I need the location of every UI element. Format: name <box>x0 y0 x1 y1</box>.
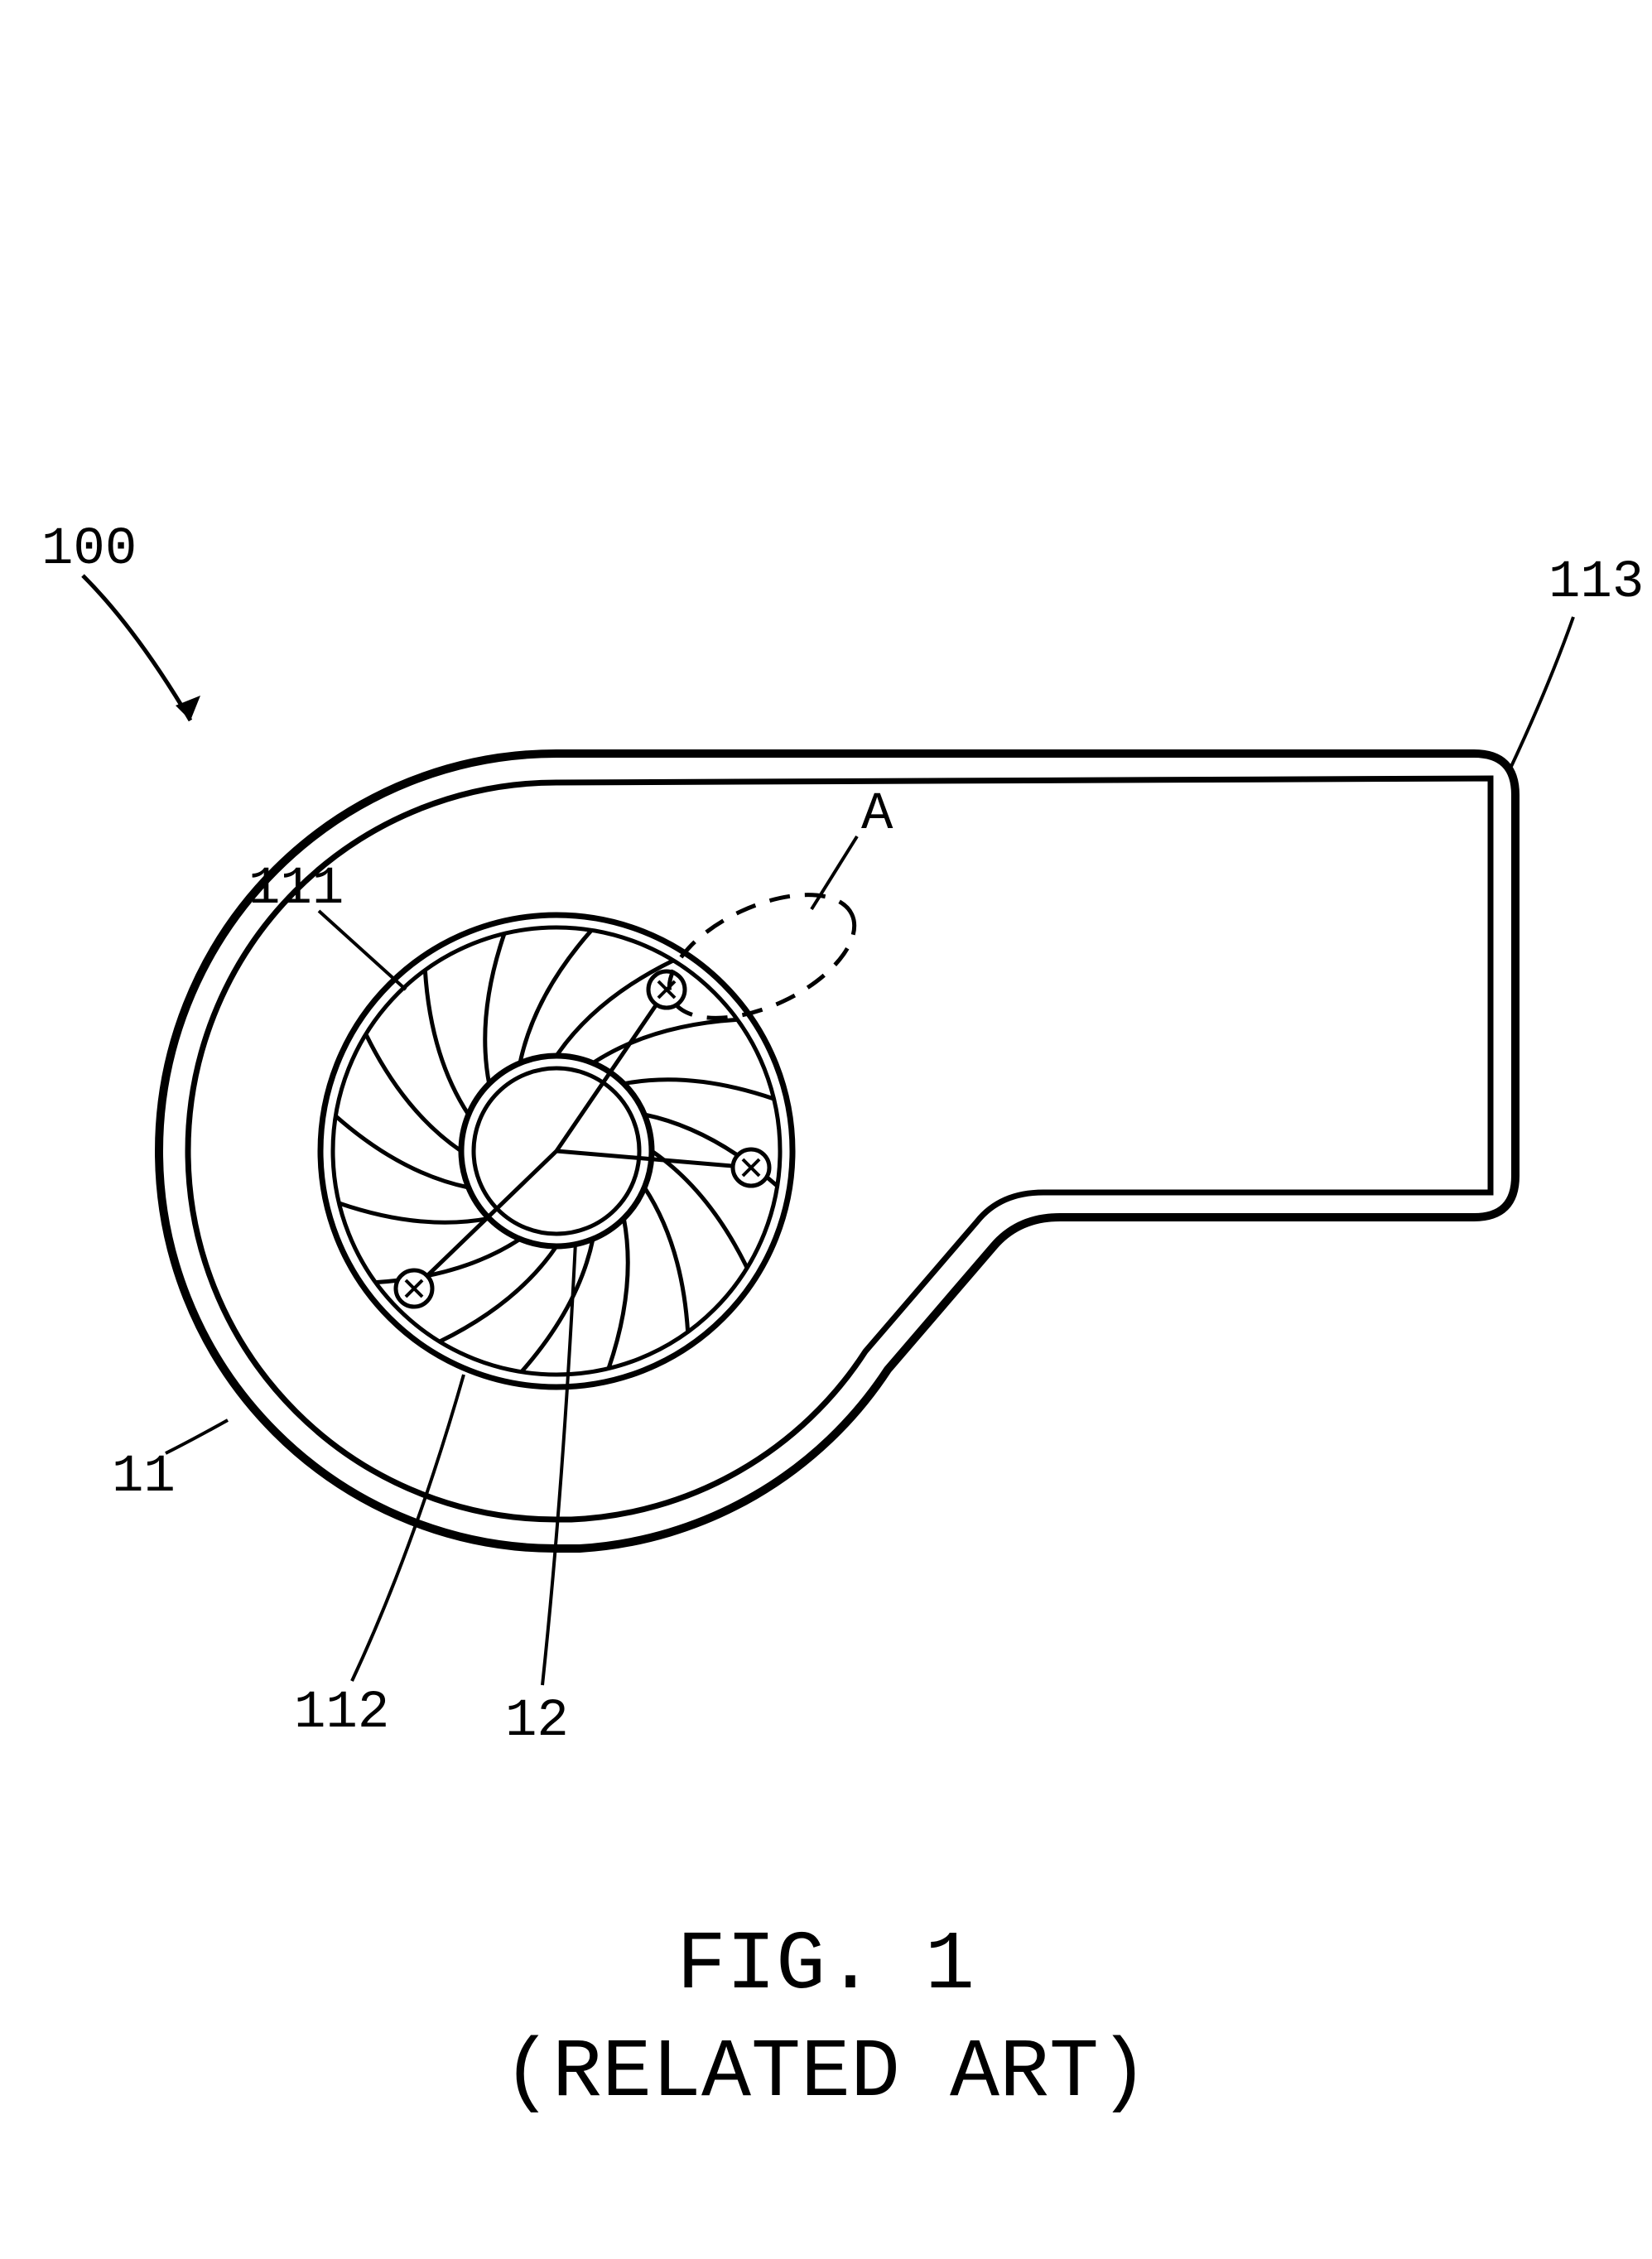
patent-figure: 100 111 11 112 12 A 113 FIG. 1 (RELATED … <box>0 0 1652 2259</box>
figure-svg: 100 111 11 112 12 A 113 FIG. 1 (RELATED … <box>0 0 1652 2259</box>
figure-caption-1: FIG. 1 <box>677 1919 975 2013</box>
label-11: 11 <box>112 1447 176 1507</box>
label-12: 12 <box>505 1692 569 1751</box>
figure-caption-2: (RELATED ART) <box>503 2027 1149 2121</box>
fan-assembly <box>320 915 792 1387</box>
label-113: 113 <box>1548 553 1644 613</box>
label-111: 111 <box>248 860 344 919</box>
label-a: A <box>861 785 893 845</box>
leader-lines: 100 111 11 112 12 A 113 <box>41 520 1644 1751</box>
housing-outer <box>159 754 1515 1549</box>
label-112: 112 <box>294 1683 389 1743</box>
label-100: 100 <box>41 520 137 580</box>
region-a-ellipse <box>651 869 873 1043</box>
